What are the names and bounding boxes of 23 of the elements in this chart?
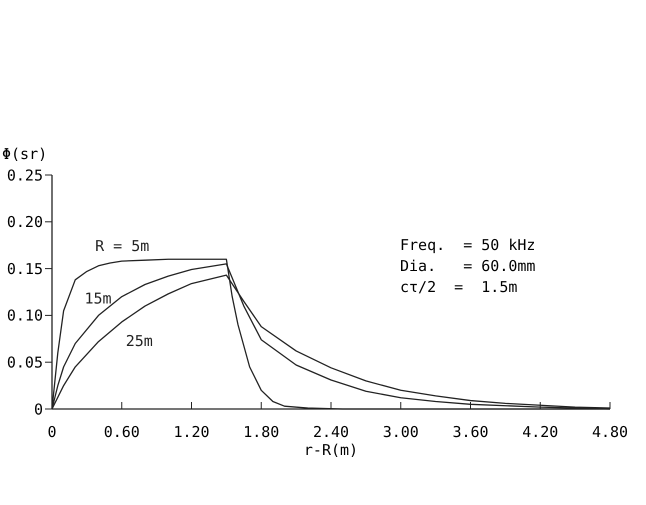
y-tick-label: 0.20	[6, 213, 43, 232]
series-label: 25m	[126, 332, 153, 350]
x-tick-label: 2.40	[312, 423, 350, 441]
y-tick-label: 0.05	[6, 353, 43, 372]
x-tick-label: 0	[47, 423, 57, 441]
annotation: Dia. = 60.0mm	[400, 257, 536, 275]
series-label: R = 5m	[95, 236, 150, 255]
x-tick-label: 1.20	[173, 423, 210, 441]
x-tick-label: 4.80	[592, 423, 628, 441]
x-axis-title: r-R(m)	[304, 441, 358, 459]
x-tick-label: 3.00	[382, 423, 419, 441]
series-label: 15m	[84, 289, 112, 308]
y-axis-title: Φ(sr)	[2, 145, 48, 163]
x-tick-label: 3.60	[452, 423, 489, 441]
y-tick-label: 0.25	[6, 166, 43, 184]
y-tick-label: 0	[34, 400, 43, 418]
y-tick-label: 0.15	[6, 260, 43, 278]
annotation: cτ/2 = 1.5m	[400, 278, 518, 296]
annotation: Freq. = 50 kHz	[400, 236, 536, 254]
x-tick-label: 1.80	[243, 423, 280, 441]
x-tick-label: 4.20	[522, 423, 558, 441]
y-tick-label: 0.10	[6, 306, 43, 325]
x-tick-label: 0.60	[104, 423, 140, 441]
